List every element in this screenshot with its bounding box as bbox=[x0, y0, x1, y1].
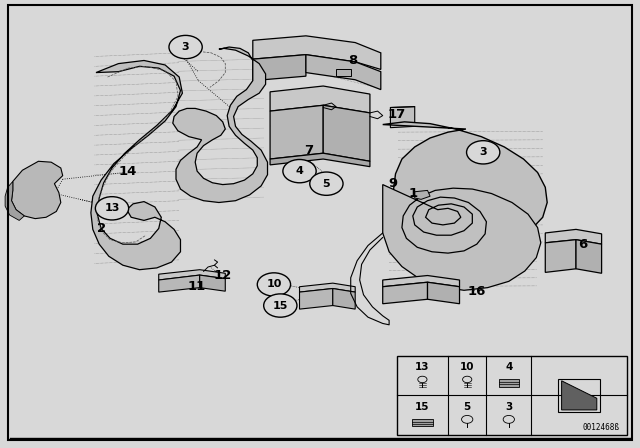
Text: 17: 17 bbox=[388, 108, 406, 121]
Text: 3: 3 bbox=[479, 147, 487, 157]
Text: 4: 4 bbox=[296, 166, 303, 176]
Polygon shape bbox=[336, 69, 351, 76]
Text: 8: 8 bbox=[349, 54, 358, 67]
Bar bbox=[559, 379, 600, 412]
Polygon shape bbox=[383, 185, 541, 290]
Polygon shape bbox=[499, 379, 519, 387]
Text: 10: 10 bbox=[266, 280, 282, 289]
Polygon shape bbox=[412, 418, 433, 426]
Polygon shape bbox=[306, 55, 381, 90]
Polygon shape bbox=[5, 181, 24, 220]
Text: 13: 13 bbox=[415, 362, 429, 372]
Circle shape bbox=[169, 35, 202, 59]
Circle shape bbox=[467, 141, 500, 164]
Text: 9: 9 bbox=[388, 177, 397, 190]
Polygon shape bbox=[173, 47, 268, 202]
Text: 4: 4 bbox=[505, 362, 513, 372]
Polygon shape bbox=[545, 240, 576, 272]
Text: 5: 5 bbox=[463, 401, 471, 412]
Text: 15: 15 bbox=[415, 401, 429, 412]
Polygon shape bbox=[253, 36, 381, 69]
Text: 14: 14 bbox=[119, 164, 137, 178]
Polygon shape bbox=[428, 282, 460, 304]
Polygon shape bbox=[253, 55, 306, 81]
Text: 15: 15 bbox=[273, 301, 288, 310]
Text: 6: 6 bbox=[578, 237, 587, 251]
Polygon shape bbox=[323, 105, 370, 161]
Text: 0012468ß: 0012468ß bbox=[582, 423, 620, 432]
Polygon shape bbox=[383, 276, 460, 287]
Text: 5: 5 bbox=[323, 179, 330, 189]
Polygon shape bbox=[383, 282, 428, 304]
Circle shape bbox=[283, 159, 316, 183]
Polygon shape bbox=[300, 283, 355, 292]
Polygon shape bbox=[270, 86, 370, 113]
Polygon shape bbox=[159, 275, 200, 292]
Text: 7: 7 bbox=[304, 144, 313, 158]
Text: 13: 13 bbox=[104, 203, 120, 213]
Circle shape bbox=[264, 294, 297, 317]
Polygon shape bbox=[159, 270, 225, 280]
Polygon shape bbox=[12, 161, 63, 219]
Polygon shape bbox=[300, 289, 333, 309]
Circle shape bbox=[257, 273, 291, 296]
Polygon shape bbox=[383, 122, 547, 246]
Polygon shape bbox=[576, 240, 602, 273]
Text: 11: 11 bbox=[188, 280, 206, 293]
Polygon shape bbox=[270, 105, 323, 159]
Circle shape bbox=[310, 172, 343, 195]
Text: 16: 16 bbox=[468, 284, 486, 298]
Text: 12: 12 bbox=[214, 269, 232, 282]
Polygon shape bbox=[562, 381, 596, 410]
Polygon shape bbox=[333, 289, 355, 309]
Text: 3: 3 bbox=[505, 401, 513, 412]
Text: 2: 2 bbox=[97, 222, 106, 235]
Circle shape bbox=[95, 197, 129, 220]
Polygon shape bbox=[91, 60, 182, 270]
Text: 3: 3 bbox=[182, 42, 189, 52]
Polygon shape bbox=[390, 107, 415, 128]
Polygon shape bbox=[270, 153, 370, 167]
Polygon shape bbox=[415, 190, 430, 199]
Polygon shape bbox=[545, 229, 602, 244]
Bar bbox=[397, 356, 627, 435]
Polygon shape bbox=[200, 275, 225, 291]
Text: 10: 10 bbox=[460, 362, 474, 372]
Text: 1: 1 bbox=[408, 187, 417, 200]
